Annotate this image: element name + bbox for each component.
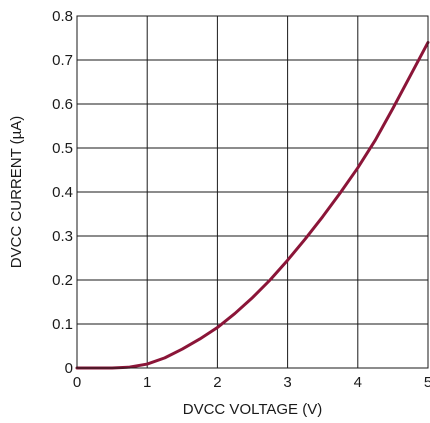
x-tick-label: 0 [73, 374, 81, 391]
x-tick-labels: 0 1 2 3 4 5 [73, 374, 430, 391]
plot-area-frame [76, 15, 429, 369]
x-tick-label: 2 [213, 374, 221, 391]
y-tick-label: 0.1 [52, 316, 73, 333]
grid [76, 15, 429, 369]
series-line [75, 40, 430, 370]
y-tick-label: 0.7 [52, 52, 73, 69]
y-tick-label: 0.6 [52, 96, 73, 113]
y-tick-label: 0.8 [52, 8, 73, 25]
y-tick-label: 0.2 [52, 272, 73, 289]
x-tick-label: 1 [143, 374, 151, 391]
x-tick-label: 3 [283, 374, 291, 391]
y-tick-labels: 0 0.1 0.2 0.3 0.4 0.5 0.6 0.7 0.8 [52, 8, 73, 377]
y-axis-label: DVCC CURRENT (µA) [8, 116, 25, 269]
x-tick-label: 5 [424, 374, 430, 391]
y-tick-label: 0.4 [52, 184, 73, 201]
series-layer [75, 40, 430, 370]
y-tick-label: 0 [65, 360, 73, 377]
x-axis-label: DVCC VOLTAGE (V) [183, 401, 322, 418]
y-tick-label: 0.3 [52, 228, 73, 245]
x-tick-label: 4 [354, 374, 362, 391]
y-tick-label: 0.5 [52, 140, 73, 157]
